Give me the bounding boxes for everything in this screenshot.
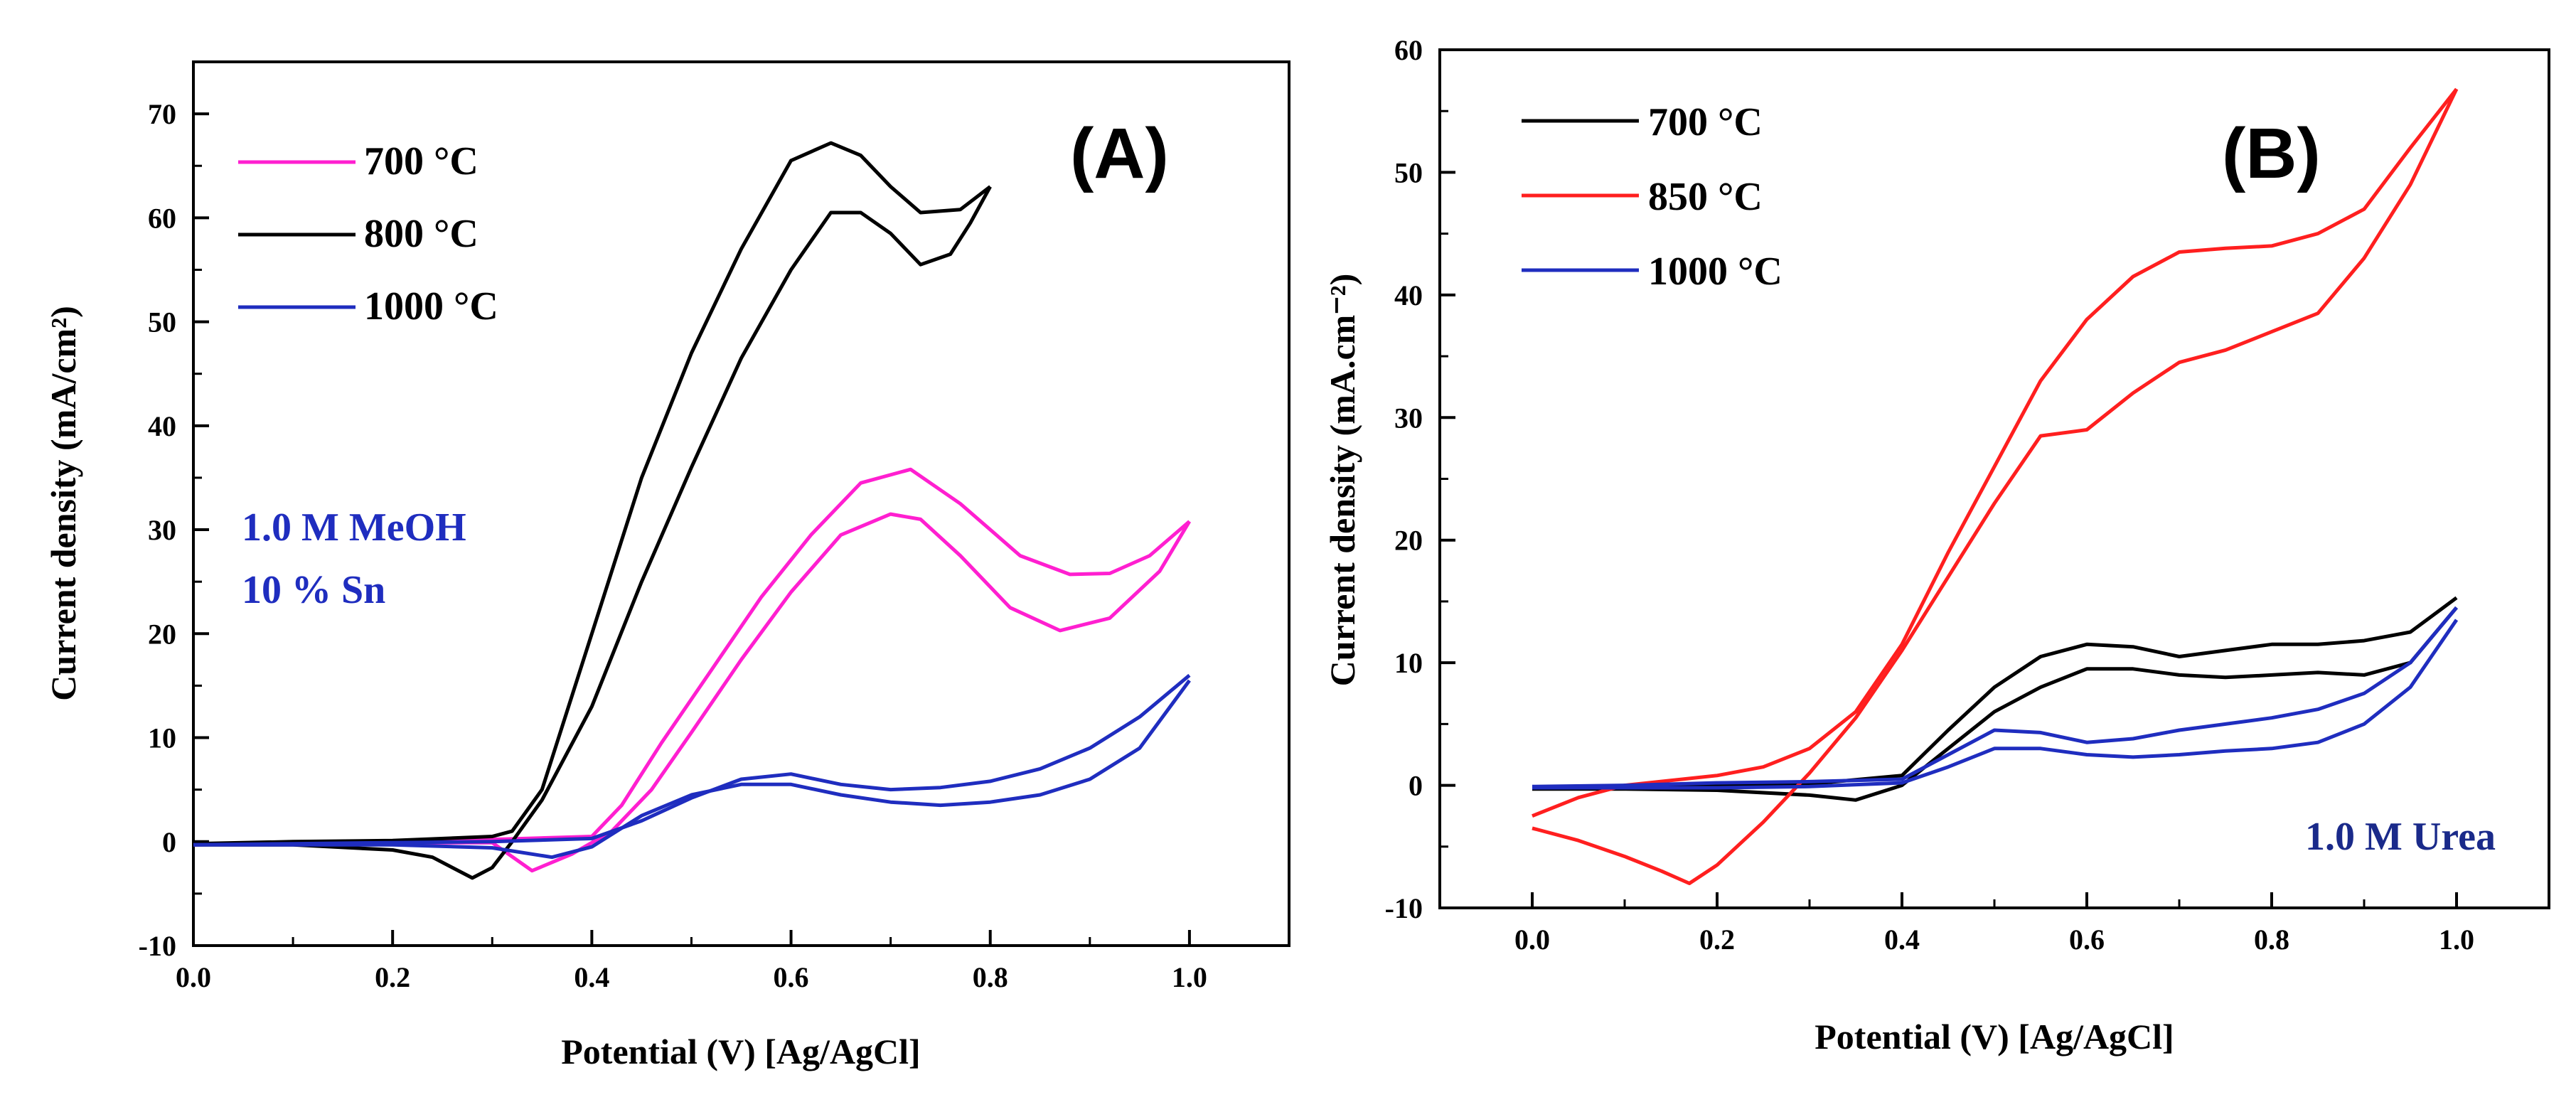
panel-b-series-850-forward — [1532, 88, 2459, 885]
panel-a-x-tick-label: 1.0 — [1172, 961, 1207, 993]
panel-a-legend-label-700: 700 °C — [364, 139, 479, 183]
panel-a-label: (A) — [1070, 114, 1169, 193]
panel-b-x-tick-label: 0.4 — [1884, 924, 1920, 956]
panel-b-y-tick-label: 60 — [1394, 34, 1423, 66]
panel-a-y-tick-labels: -10 0 10 20 30 40 50 60 70 — [139, 98, 176, 962]
panel-a-series-800-reverse — [193, 141, 992, 846]
panel-b-x-axis-title: Potential (V) [Ag/AgCl] — [1815, 1017, 2174, 1056]
panel-b-series-700-forward — [1532, 606, 2458, 802]
panel-b-x-tick-label: 0.0 — [1514, 924, 1550, 956]
panel-a-x-axis-title: Potential (V) [Ag/AgCl] — [561, 1032, 920, 1071]
panel-b-plot-frame — [1438, 48, 2550, 909]
panel-a-x-tick-label: 0.8 — [973, 961, 1008, 993]
panel-a-y-tick-label: 30 — [148, 514, 176, 546]
panel-b-y-tick-label: 50 — [1394, 156, 1423, 188]
panel-b-y-tick-label: -10 — [1385, 892, 1423, 924]
panel-a-x-tick-labels: 0.0 0.2 0.4 0.6 0.8 1.0 — [176, 961, 1207, 993]
panel-a-annotation-sn: 10 % Sn — [242, 568, 385, 612]
panel-a-y-tick-label: 20 — [148, 618, 176, 650]
panel-a-series — [193, 141, 1192, 880]
panel-b-legend: 700 °C 850 °C 1000 °C — [1522, 100, 1783, 294]
panel-a-plot-frame — [192, 60, 1290, 947]
panel-b-x-tick-label: 0.6 — [2069, 924, 2105, 956]
panel-b-x-tick-label: 0.2 — [1699, 924, 1735, 956]
panel-a-series-800-forward — [193, 186, 992, 880]
panel-b-legend-label-850: 850 °C — [1648, 175, 1763, 219]
panel-a-x-tick-label: 0.6 — [774, 961, 809, 993]
panel-b-y-tick-label: 0 — [1409, 770, 1423, 802]
panel-a-y-tick-label: -10 — [139, 930, 176, 962]
panel-b-y-axis-title: Current density (mA.cm⁻²) — [1322, 274, 1362, 687]
panel-b-label: (B) — [2222, 114, 2321, 193]
panel-a-y-tick-label: 70 — [148, 98, 176, 130]
panel-a-series-700-reverse — [193, 467, 1191, 847]
panel-b-y-tick-labels: -10 0 10 20 30 40 50 60 — [1385, 34, 1423, 924]
panel-a-x-tick-label: 0.2 — [375, 961, 410, 993]
panel-a-legend-label-1000: 1000 °C — [364, 284, 498, 328]
panel-b-chart: 0.0 0.2 0.4 0.6 0.8 1.0 -10 0 10 20 30 40 50 60 Pote… — [1322, 34, 2550, 1056]
panel-a-x-tick-label: 0.4 — [574, 961, 609, 993]
panel-b-annotation-urea: 1.0 M Urea — [2305, 815, 2496, 859]
panel-a-ticks — [192, 112, 1191, 947]
panel-b-x-tick-label: 0.8 — [2254, 924, 2289, 956]
panel-b-ticks — [1438, 48, 2458, 909]
panel-b-series-1000-forward — [1532, 619, 2459, 790]
panel-a-series-1000-reverse — [193, 673, 1191, 847]
panel-b-x-tick-labels: 0.0 0.2 0.4 0.6 0.8 1.0 — [1514, 924, 2474, 956]
panel-a-chart: 0.0 0.2 0.4 0.6 0.8 1.0 -10 0 10 20 30 40 50 60 70 Po… — [43, 60, 1290, 1071]
panel-a-series-1000-forward — [193, 679, 1191, 860]
panel-b-legend-label-1000: 1000 °C — [1648, 250, 1783, 294]
panel-b-y-tick-label: 20 — [1394, 525, 1423, 557]
panel-a-y-tick-label: 0 — [162, 826, 176, 858]
panel-b-y-tick-label: 40 — [1394, 279, 1423, 311]
panel-b-y-tick-label: 30 — [1394, 402, 1423, 434]
panel-b-series-700-reverse — [1532, 596, 2458, 790]
panel-a-y-tick-label: 40 — [148, 410, 176, 442]
panel-b-y-tick-label: 10 — [1394, 647, 1423, 679]
panel-a-x-tick-label: 0.0 — [176, 961, 211, 993]
panel-a-legend-label-800: 800 °C — [364, 212, 479, 256]
panel-b-x-tick-label: 1.0 — [2439, 924, 2474, 956]
panel-b-series — [1532, 87, 2459, 885]
panel-a-y-tick-label: 60 — [148, 202, 176, 234]
panel-a-y-tick-label: 10 — [148, 722, 176, 754]
panel-a-y-tick-label: 50 — [148, 306, 176, 338]
panel-b-series-1000-reverse — [1532, 606, 2458, 788]
panel-a-y-axis-title: Current density (mA/cm²) — [43, 306, 83, 701]
panel-a-annotation-meoh: 1.0 M MeOH — [242, 505, 466, 550]
panel-b-legend-label-700: 700 °C — [1648, 100, 1763, 144]
panel-a-legend: 700 °C 800 °C 1000 °C — [238, 139, 498, 328]
panel-b-series-850-reverse — [1532, 87, 2458, 818]
